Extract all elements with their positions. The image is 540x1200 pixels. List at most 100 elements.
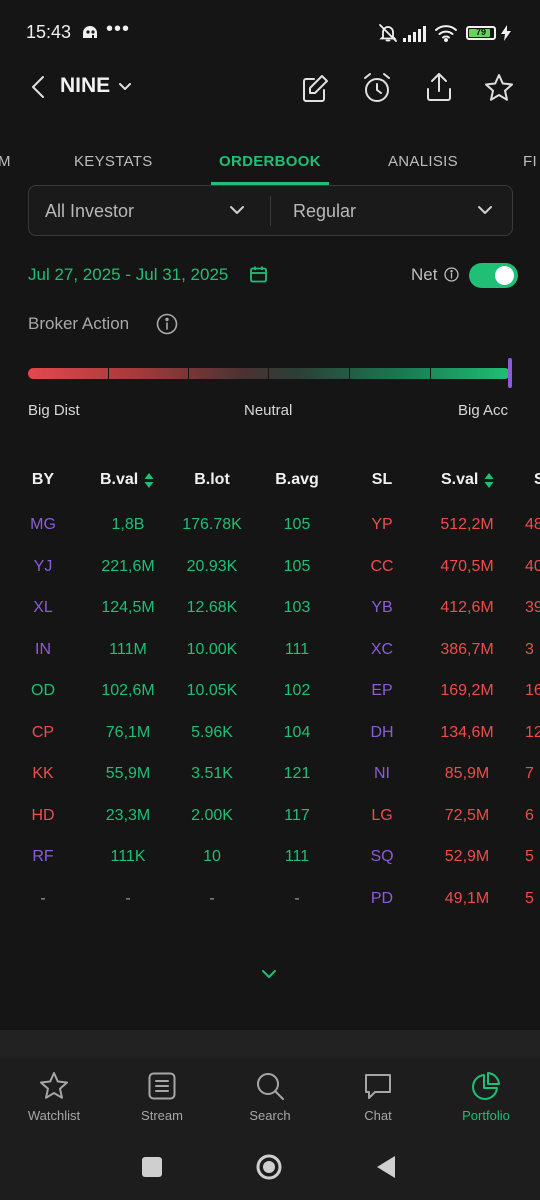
system-back-button[interactable] xyxy=(377,1156,397,1183)
table-cell-by[interactable]: OD xyxy=(31,682,55,699)
net-label: Net xyxy=(411,265,438,284)
calendar-icon[interactable] xyxy=(249,265,268,289)
nav-stream[interactable]: Stream xyxy=(117,1070,207,1123)
bottom-navigation: Watchlist Stream Search Chat Portfolio xyxy=(0,1058,540,1200)
table-cell-sl[interactable]: DH xyxy=(370,723,394,741)
table-cell-sl[interactable]: PD xyxy=(370,889,394,907)
more-notifications-icon: ••• xyxy=(106,18,131,40)
table-cell-by[interactable]: XL xyxy=(33,599,53,616)
table-cell-bavg: 104 xyxy=(283,723,311,741)
table-cell-next: 7 xyxy=(525,765,534,782)
table-cell-bval: 1,8B xyxy=(111,516,145,533)
table-cell-bval: - xyxy=(125,889,131,907)
col-header-bval[interactable]: B.val xyxy=(100,471,139,488)
table-cell-by[interactable]: RF xyxy=(32,848,54,865)
edit-note-button[interactable] xyxy=(299,72,331,109)
table-cell-bavg: 105 xyxy=(283,557,311,575)
table-cell-bavg: 105 xyxy=(283,516,311,533)
favorite-star-button[interactable] xyxy=(483,72,515,109)
table-cell-bval: 221,6M xyxy=(101,557,155,575)
alarm-clock-button[interactable] xyxy=(361,71,393,110)
system-home-button[interactable] xyxy=(256,1154,282,1185)
table-cell-bval: 23,3M xyxy=(105,806,151,824)
table-cell-bavg: 111 xyxy=(284,640,310,658)
ticker-title[interactable]: NINE xyxy=(60,74,111,97)
battery-level: 79 xyxy=(475,27,486,37)
table-cell-sl[interactable]: CC xyxy=(370,557,394,575)
investor-select[interactable]: All Investor xyxy=(45,201,135,221)
table-cell-bval: 76,1M xyxy=(105,723,151,741)
table-cell-by[interactable]: IN xyxy=(35,640,51,658)
wifi-icon xyxy=(434,24,458,47)
signal-icon xyxy=(403,26,427,47)
table-cell-next: 5 xyxy=(525,889,534,907)
table-cell-blot: 10.00K xyxy=(186,640,238,658)
broker-action-title: Broker Action xyxy=(28,314,130,333)
search-icon xyxy=(257,1073,284,1100)
table-cell-blot: 2.00K xyxy=(191,806,233,824)
market-chevron-down-icon[interactable] xyxy=(477,204,493,216)
nav-chat[interactable]: Chat xyxy=(333,1070,423,1123)
col-header-bavg: B.avg xyxy=(275,471,319,488)
table-cell-bval: 102,6M xyxy=(101,682,155,699)
table-cell-sl[interactable]: XC xyxy=(370,640,394,658)
table-cell-sval: 512,2M xyxy=(440,516,494,533)
table-cell-bavg: - xyxy=(294,889,300,907)
nav-watchlist[interactable]: Watchlist xyxy=(9,1070,99,1123)
status-time: 15:43 xyxy=(26,22,72,42)
table-cell-sl[interactable]: YB xyxy=(371,599,393,616)
sort-sval-icon[interactable] xyxy=(484,473,494,493)
share-button[interactable] xyxy=(423,71,455,108)
back-button[interactable] xyxy=(28,74,50,105)
broker-action-info-icon[interactable] xyxy=(156,313,178,340)
table-cell-by[interactable]: KK xyxy=(32,765,54,782)
nav-stream-label: Stream xyxy=(141,1108,183,1123)
date-range[interactable]: Jul 27, 2025 - Jul 31, 2025 xyxy=(28,265,229,284)
tab-partial-right[interactable]: FI xyxy=(523,153,537,170)
mute-icon xyxy=(378,23,398,48)
nav-portfolio[interactable]: Portfolio xyxy=(441,1070,531,1123)
filter-bar: All Investor Regular xyxy=(28,185,513,236)
scale-big-acc: Big Acc xyxy=(458,402,509,419)
tab-partial-left[interactable]: M xyxy=(0,153,11,170)
tab-orderbook[interactable]: ORDERBOOK xyxy=(219,153,321,170)
table-cell-sl[interactable]: NI xyxy=(374,765,390,782)
table-cell-blot: 10.05K xyxy=(186,682,238,699)
table-cell-sl[interactable]: YP xyxy=(371,516,393,533)
table-cell-blot: 10 xyxy=(203,848,221,865)
status-bar: 15:43 ••• 79 xyxy=(0,0,540,66)
table-cell-sl[interactable]: EP xyxy=(371,682,393,699)
expand-chevron-icon[interactable] xyxy=(260,967,278,986)
col-header-sl: SL xyxy=(371,471,393,488)
tab-analisis[interactable]: ANALISIS xyxy=(388,153,458,170)
broker-action-gauge xyxy=(28,368,510,379)
table-cell-blot: 5.96K xyxy=(191,723,233,741)
col-header-sval[interactable]: S.val xyxy=(441,471,479,488)
charging-icon xyxy=(501,25,511,46)
table-cell-by[interactable]: MG xyxy=(30,516,56,533)
net-toggle[interactable] xyxy=(469,263,518,288)
table-cell-sl[interactable]: SQ xyxy=(370,848,394,865)
table-cell-bavg: 121 xyxy=(283,765,311,782)
table-cell-blot: 3.51K xyxy=(191,765,233,782)
ticker-dropdown-chevron-icon[interactable] xyxy=(118,80,132,99)
table-cell-by[interactable]: CP xyxy=(31,723,55,741)
col-header-blot: B.lot xyxy=(194,471,230,488)
table-cell-sl[interactable]: LG xyxy=(371,806,393,824)
table-cell-by[interactable]: HD xyxy=(31,806,55,824)
system-recents-button[interactable] xyxy=(142,1157,162,1182)
table-cell-by[interactable]: YJ xyxy=(33,557,53,575)
nav-portfolio-label: Portfolio xyxy=(462,1108,510,1123)
nav-chat-label: Chat xyxy=(364,1108,392,1123)
sort-bval-icon[interactable] xyxy=(144,473,154,493)
net-info-icon[interactable] xyxy=(444,267,459,287)
table-cell-bval: 111M xyxy=(109,640,147,658)
investor-chevron-down-icon[interactable] xyxy=(229,204,245,216)
filter-divider xyxy=(270,196,271,226)
nav-search[interactable]: Search xyxy=(225,1070,315,1123)
table-cell-bavg: 103 xyxy=(283,599,311,616)
tab-keystats[interactable]: KEYSTATS xyxy=(74,153,153,170)
table-cell-by[interactable]: - xyxy=(40,889,46,907)
table-cell-next: 5 xyxy=(525,848,534,865)
market-select[interactable]: Regular xyxy=(293,201,357,221)
